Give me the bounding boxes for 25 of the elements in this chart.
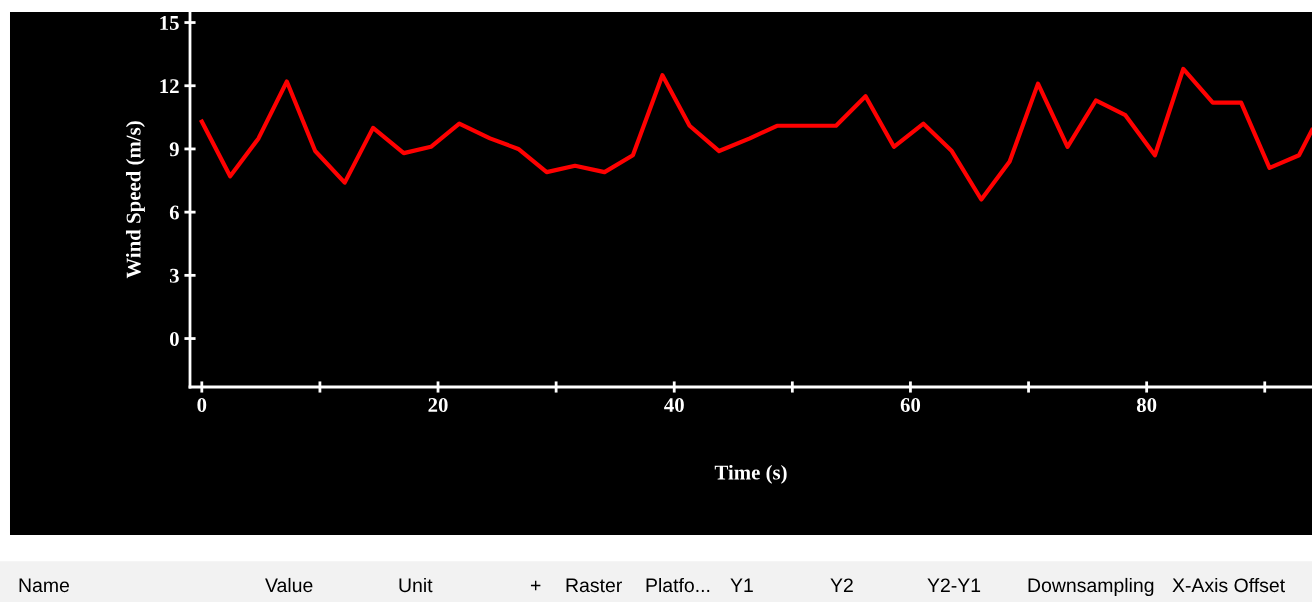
y-tick-label: 9 bbox=[169, 142, 179, 157]
text: Name bbox=[19, 578, 69, 593]
y-axis-title: Wind Speed (m/s) bbox=[125, 121, 145, 279]
text: Downsampling bbox=[1028, 577, 1154, 597]
x-tick-label: 40 bbox=[664, 398, 684, 413]
y-tick-label: 3 bbox=[169, 268, 179, 283]
x-tick-label: 0 bbox=[197, 398, 207, 413]
x-tick-label: 80 bbox=[1136, 398, 1157, 413]
line-series bbox=[199, 66, 1312, 202]
text: Y1 bbox=[730, 578, 753, 592]
x-tick-label: 60 bbox=[900, 398, 921, 413]
x-tick-label: 20 bbox=[428, 398, 448, 413]
y-tick-label: 6 bbox=[169, 205, 179, 220]
y-tick-label: 15 bbox=[160, 16, 179, 30]
y-tick-label: 12 bbox=[160, 79, 179, 93]
text: + bbox=[530, 580, 541, 591]
text: X-Axis Offset bbox=[1172, 577, 1285, 593]
x-axis-title: Time (s) bbox=[714, 464, 787, 484]
text: Value bbox=[265, 577, 313, 593]
text: Raster bbox=[566, 578, 622, 593]
text: Y2-Y1 bbox=[927, 578, 981, 592]
text: Y2 bbox=[830, 578, 853, 592]
text: Platfo... bbox=[646, 577, 710, 593]
y-tick-label: 0 bbox=[169, 331, 179, 346]
text: Unit bbox=[399, 577, 433, 593]
